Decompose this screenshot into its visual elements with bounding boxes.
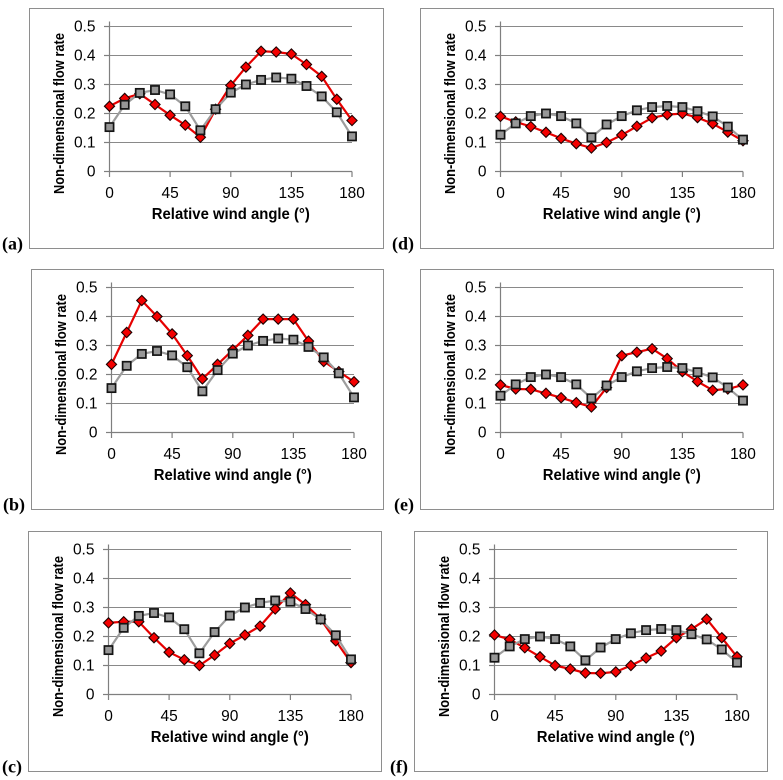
svg-text:90: 90 <box>222 185 240 202</box>
svg-text:0: 0 <box>478 164 487 181</box>
svg-text:45: 45 <box>546 708 563 725</box>
svg-text:Non-dimensional flow rate: Non-dimensional flow rate <box>50 556 67 717</box>
svg-text:(a): (a) <box>2 234 23 255</box>
svg-text:0: 0 <box>472 687 481 704</box>
svg-text:0.2: 0.2 <box>74 106 96 123</box>
svg-text:45: 45 <box>163 446 180 463</box>
svg-text:0: 0 <box>87 164 96 181</box>
svg-text:45: 45 <box>161 185 178 202</box>
svg-text:0.1: 0.1 <box>459 658 481 675</box>
svg-text:Relative wind angle (°): Relative wind angle (°) <box>543 467 701 484</box>
svg-text:0.2: 0.2 <box>73 629 95 646</box>
svg-text:Relative wind angle (°): Relative wind angle (°) <box>152 206 310 223</box>
svg-text:0.4: 0.4 <box>74 48 96 65</box>
svg-text:(e): (e) <box>394 495 414 516</box>
svg-text:135: 135 <box>280 446 306 463</box>
svg-text:0.3: 0.3 <box>465 338 487 355</box>
svg-text:(c): (c) <box>2 757 22 778</box>
svg-text:Relative wind angle (°): Relative wind angle (°) <box>537 729 695 746</box>
svg-text:90: 90 <box>607 708 625 725</box>
svg-text:0.4: 0.4 <box>76 309 98 326</box>
svg-text:180: 180 <box>339 185 365 202</box>
svg-text:Non-dimensional flow rate: Non-dimensional flow rate <box>51 33 68 194</box>
svg-text:90: 90 <box>613 446 631 463</box>
svg-text:0.5: 0.5 <box>76 280 98 297</box>
svg-text:0: 0 <box>478 425 487 442</box>
svg-text:135: 135 <box>663 708 689 725</box>
svg-text:(d): (d) <box>392 234 414 255</box>
svg-text:0.1: 0.1 <box>76 396 98 413</box>
svg-text:Relative wind angle (°): Relative wind angle (°) <box>151 729 309 746</box>
svg-text:0.3: 0.3 <box>74 77 96 94</box>
svg-text:0.5: 0.5 <box>459 542 481 559</box>
svg-text:0.4: 0.4 <box>73 571 95 588</box>
svg-text:180: 180 <box>730 185 756 202</box>
svg-text:45: 45 <box>552 185 569 202</box>
svg-text:90: 90 <box>224 446 242 463</box>
svg-text:0: 0 <box>107 446 116 463</box>
svg-text:0.2: 0.2 <box>465 106 487 123</box>
svg-text:Non-dimensional flow rate: Non-dimensional flow rate <box>53 294 70 455</box>
svg-text:0.4: 0.4 <box>459 571 481 588</box>
svg-text:90: 90 <box>613 185 631 202</box>
svg-text:0.5: 0.5 <box>74 19 96 36</box>
svg-text:180: 180 <box>730 446 756 463</box>
svg-text:Relative wind angle (°): Relative wind angle (°) <box>154 467 312 484</box>
svg-text:(f): (f) <box>390 757 408 778</box>
svg-text:180: 180 <box>338 708 364 725</box>
svg-text:135: 135 <box>277 708 303 725</box>
svg-text:0.4: 0.4 <box>465 309 487 326</box>
svg-text:Non-dimensional flow rate: Non-dimensional flow rate <box>436 556 453 717</box>
svg-text:0: 0 <box>89 425 98 442</box>
svg-text:0.1: 0.1 <box>465 135 487 152</box>
svg-text:0.2: 0.2 <box>76 367 98 384</box>
svg-text:45: 45 <box>160 708 177 725</box>
svg-text:0: 0 <box>496 446 505 463</box>
svg-text:0: 0 <box>86 687 95 704</box>
svg-text:0.5: 0.5 <box>465 19 487 36</box>
svg-text:180: 180 <box>341 446 367 463</box>
svg-text:135: 135 <box>669 185 695 202</box>
svg-text:45: 45 <box>552 446 569 463</box>
svg-text:Non-dimensional flow rate: Non-dimensional flow rate <box>442 33 459 194</box>
svg-text:0.2: 0.2 <box>465 367 487 384</box>
svg-text:0.1: 0.1 <box>74 135 96 152</box>
svg-text:135: 135 <box>278 185 304 202</box>
svg-text:135: 135 <box>669 446 695 463</box>
svg-text:0.3: 0.3 <box>465 77 487 94</box>
svg-text:0.5: 0.5 <box>465 280 487 297</box>
svg-text:0.3: 0.3 <box>73 600 95 617</box>
svg-text:0: 0 <box>496 185 505 202</box>
svg-text:0.3: 0.3 <box>459 600 481 617</box>
svg-text:Relative wind angle (°): Relative wind angle (°) <box>543 206 701 223</box>
svg-text:Non-dimensional flow rate: Non-dimensional flow rate <box>442 294 459 455</box>
svg-text:0.1: 0.1 <box>465 396 487 413</box>
svg-text:0.3: 0.3 <box>76 338 98 355</box>
svg-text:90: 90 <box>221 708 239 725</box>
svg-text:0.5: 0.5 <box>73 542 95 559</box>
svg-text:0: 0 <box>490 708 499 725</box>
svg-text:0: 0 <box>105 185 114 202</box>
svg-text:0.1: 0.1 <box>73 658 95 675</box>
svg-text:0.4: 0.4 <box>465 48 487 65</box>
svg-text:0: 0 <box>104 708 113 725</box>
svg-text:(b): (b) <box>3 495 25 516</box>
svg-text:0.2: 0.2 <box>459 629 481 646</box>
svg-text:180: 180 <box>724 708 750 725</box>
